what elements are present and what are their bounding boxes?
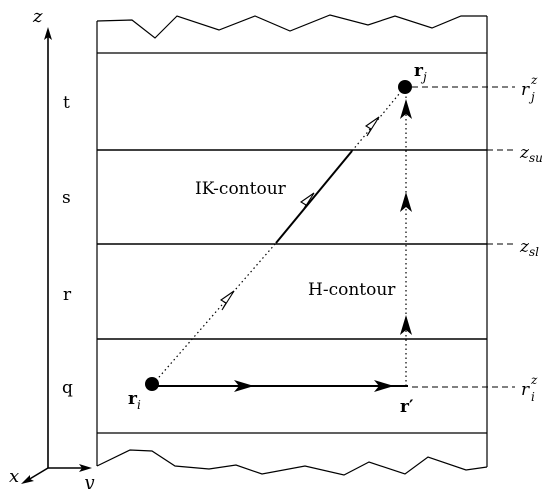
- h-contour: [153, 95, 412, 392]
- x-axis-line: [27, 467, 49, 481]
- z-axis-label: z: [32, 6, 43, 27]
- h-arrow-up-1-icon: [400, 315, 412, 335]
- riz-sub: i: [531, 390, 535, 404]
- ik-arrow-lower-icon: [219, 290, 235, 311]
- layered-medium: [96, 14, 488, 476]
- point-rj: [398, 80, 412, 94]
- y-axis-arrowhead: [79, 464, 92, 472]
- ik-arrow-middle-icon: [299, 192, 315, 213]
- zsu-label: zsu: [519, 143, 543, 165]
- layer-label-r: r: [63, 285, 72, 305]
- riz-label: r: [521, 380, 530, 400]
- ri-label: ri: [128, 389, 141, 412]
- riz-sup: z: [530, 373, 538, 387]
- y-axis-label: y: [83, 472, 95, 489]
- rjz-sup: z: [530, 73, 538, 87]
- rj-label: rj: [414, 61, 427, 84]
- bottom-jagged-edge: [96, 449, 488, 476]
- h-arrow-up-3-icon: [400, 99, 412, 119]
- z-axis-arrowhead: [44, 27, 52, 40]
- h-arrow-right-2-icon: [374, 380, 394, 392]
- x-axis-label: x: [9, 466, 19, 487]
- point-ri: [145, 377, 159, 391]
- coordinate-axes: z x y: [9, 6, 95, 489]
- layer-label-q: q: [62, 378, 73, 398]
- h-arrow-right-1-icon: [234, 380, 254, 392]
- ik-contour-solid-segment: [275, 150, 353, 244]
- h-arrow-up-2-icon: [400, 192, 412, 212]
- rjz-sub: j: [528, 90, 535, 104]
- zsl-label: zsl: [519, 237, 539, 259]
- x-axis-arrowhead: [21, 475, 34, 484]
- ik-arrow-upper-icon: [364, 116, 380, 137]
- layer-labels: t s r q: [62, 93, 73, 398]
- ik-contour-label: IK-contour: [195, 179, 287, 199]
- ik-contour: [152, 87, 405, 385]
- point-labels: ri rj r′: [128, 61, 427, 417]
- top-jagged-edge: [96, 14, 487, 39]
- layer-label-s: s: [62, 188, 71, 208]
- reference-lines: [412, 86, 515, 388]
- rjz-label: r: [521, 80, 530, 100]
- contour-labels: IK-contour H-contour: [195, 179, 396, 300]
- ik-contour-dotted-lower: [152, 242, 277, 385]
- layer-label-t: t: [63, 93, 70, 113]
- h-contour-label: H-contour: [308, 280, 396, 300]
- points: [145, 80, 412, 391]
- rprime-label: r′: [400, 397, 414, 417]
- right-labels: r z j zsu zsl r z i: [519, 73, 543, 404]
